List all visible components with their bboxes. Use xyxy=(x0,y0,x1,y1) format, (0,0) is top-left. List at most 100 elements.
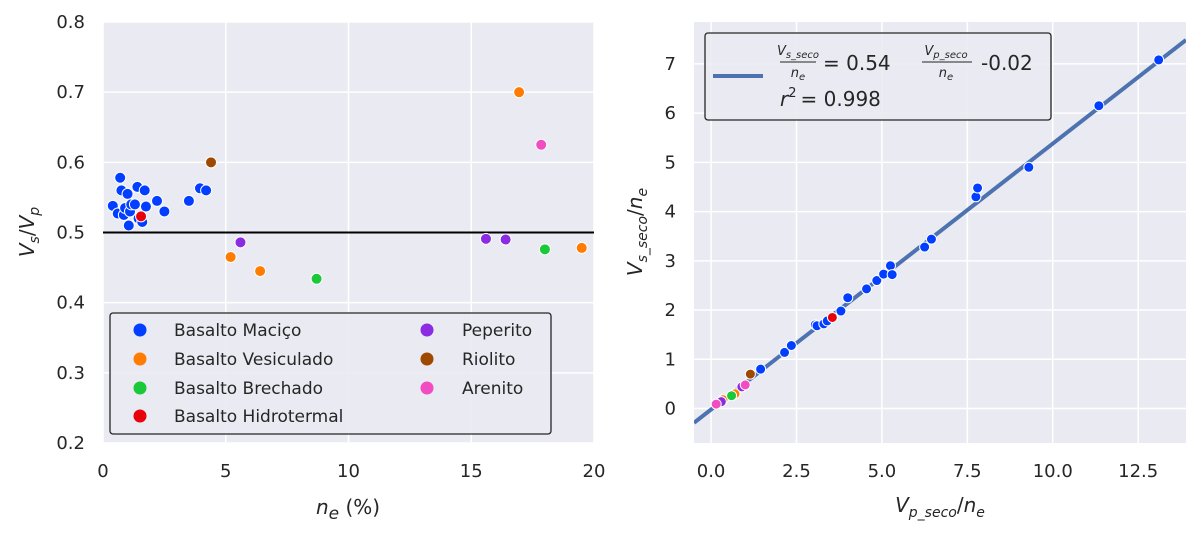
right-data-point xyxy=(755,363,767,375)
legend-marker-basalto-macico xyxy=(133,323,147,337)
left-data-point xyxy=(114,171,127,184)
left-data-point xyxy=(513,86,526,99)
legend-label-basalto-brechado: Basalto Brechado xyxy=(174,379,323,399)
right-data-point xyxy=(842,292,854,304)
legend-marker-basalto-hidrotermal xyxy=(133,409,147,423)
left-y-tick-label: 0.2 xyxy=(56,433,85,454)
right-legend-box xyxy=(704,32,1052,121)
left-y-tick-label: 0.8 xyxy=(56,12,85,33)
legend-label-basalto-hidrotermal: Basalto Hidrotermal xyxy=(174,407,343,427)
eq-lhs-num-sub: s_seco xyxy=(786,50,819,61)
left-x-tick-labels: 0 5 10 15 20 xyxy=(97,461,605,482)
left-data-point xyxy=(121,187,134,200)
left-x-tick-label: 10 xyxy=(337,461,360,482)
right-x-tick-label: 5.0 xyxy=(868,461,897,482)
left-data-point xyxy=(122,219,135,232)
right-y-tick-label: 0 xyxy=(665,399,676,420)
right-points xyxy=(710,54,1165,410)
left-y-tick-label: 0.7 xyxy=(56,82,85,103)
eq-lhs-num-v: V xyxy=(777,44,787,59)
eq-rhs-num-sub: p_seco xyxy=(932,50,967,61)
legend-entry-basalto-vesiculado: Basalto Vesiculado xyxy=(133,350,333,370)
left-y-tick-label: 0.6 xyxy=(56,152,85,173)
right-data-point xyxy=(884,260,896,272)
right-ylabel-b: n xyxy=(623,197,647,210)
right-y-tick-label: 2 xyxy=(665,300,676,321)
legend-marker-riolito xyxy=(420,352,434,366)
legend-label-basalto-vesiculado: Basalto Vesiculado xyxy=(174,350,333,370)
left-y-axis-label: Vs/Vp xyxy=(15,207,43,257)
left-xlabel-sub: e xyxy=(329,504,339,524)
right-data-point xyxy=(726,390,738,402)
eq-rhs-den-n: n xyxy=(939,66,947,81)
right-data-point xyxy=(970,191,982,203)
right-xlabel-a: V xyxy=(895,493,910,517)
right-y-tick-label: 3 xyxy=(665,251,676,272)
eq-lhs-numerator: Vs_seco xyxy=(777,44,819,61)
right-y-tick-label: 6 xyxy=(665,103,676,124)
legend-label-arenito: Arenito xyxy=(462,379,523,399)
right-ylabel-slash: / xyxy=(623,209,647,216)
left-points xyxy=(106,86,588,285)
legend-label-peperito: Peperito xyxy=(462,321,532,341)
right-data-point xyxy=(779,346,791,358)
left-xlabel-suffix: (%) xyxy=(339,495,380,519)
right-x-tick-label: 10.0 xyxy=(1033,461,1073,482)
right-data-point xyxy=(785,340,797,352)
right-data-point xyxy=(739,379,751,391)
eq-rhs-num-v: V xyxy=(924,44,934,59)
legend-entry-basalto-macico: Basalto Maciço xyxy=(133,321,301,341)
left-y-tick-label: 0.5 xyxy=(56,223,85,244)
right-data-point xyxy=(1153,54,1165,66)
left-data-point xyxy=(224,251,237,264)
right-data-point xyxy=(835,305,847,317)
legend-equation: Vs_seco ne = 0.54 Vp_seco ne -0.02 xyxy=(777,44,1033,83)
right-x-tick-label: 12.5 xyxy=(1118,461,1158,482)
legend-entry-basalto-brechado: Basalto Brechado xyxy=(133,379,323,399)
right-y-tick-label: 5 xyxy=(665,152,676,173)
left-ylabel-slash: / xyxy=(15,229,39,236)
right-ylabel-a: V xyxy=(623,261,647,276)
left-ylabel-a: V xyxy=(15,242,39,257)
legend-entry-peperito: Peperito xyxy=(420,321,532,341)
right-legend: Vs_seco ne = 0.54 Vp_seco ne -0.02 r2 = 0… xyxy=(704,32,1052,121)
left-chart: 0 5 10 15 20 0.2 0.3 0.4 0.5 0.6 0.7 0.8 ne (%) Vs… xyxy=(15,12,605,524)
left-data-point xyxy=(254,265,267,278)
legend-entry-basalto-hidrotermal: Basalto Hidrotermal xyxy=(133,407,343,427)
right-data-point xyxy=(871,275,883,287)
right-xlabel-slash: / xyxy=(957,493,964,517)
right-data-point xyxy=(919,241,931,253)
legend-label-basalto-macico: Basalto Maciço xyxy=(174,321,301,341)
legend-marker-arenito xyxy=(420,381,434,395)
right-x-tick-labels: 0.0 2.5 5.0 7.5 10.0 12.5 xyxy=(697,461,1158,482)
left-data-point xyxy=(135,210,148,223)
right-data-point xyxy=(886,269,898,281)
right-data-point xyxy=(1093,100,1105,112)
right-y-tick-labels: 0 1 2 3 4 5 6 7 xyxy=(665,54,676,420)
eq-lhs-den-n: n xyxy=(791,66,799,81)
r2-sup: 2 xyxy=(788,86,796,101)
left-data-point xyxy=(158,205,171,218)
right-ylabel-a-sub: s_seco xyxy=(635,216,651,262)
left-ylabel-b: V xyxy=(15,214,39,229)
left-data-point xyxy=(128,198,141,211)
right-x-axis-label: Vp_seco/ne xyxy=(895,493,985,521)
right-x-tick-label: 7.5 xyxy=(953,461,982,482)
legend-marker-basalto-vesiculado xyxy=(133,352,147,366)
left-ylabel-b-sub: p xyxy=(27,207,43,217)
eq-rhs-den-sub: e xyxy=(947,72,953,83)
left-data-point xyxy=(234,236,247,249)
legend-entry-arenito: Arenito xyxy=(420,379,523,399)
legend-r-squared: r2 = 0.998 xyxy=(780,86,881,111)
left-x-tick-label: 0 xyxy=(97,461,108,482)
right-data-point xyxy=(925,233,937,245)
right-xlabel-b: n xyxy=(964,493,977,517)
left-legend-box xyxy=(109,312,552,435)
r2-label: r xyxy=(780,87,790,111)
eq-rhs-numerator: Vp_seco xyxy=(924,44,967,61)
right-x-tick-label: 0.0 xyxy=(697,461,726,482)
left-xlabel-base: n xyxy=(316,495,329,519)
left-data-point xyxy=(535,138,548,151)
left-data-point xyxy=(205,156,218,169)
